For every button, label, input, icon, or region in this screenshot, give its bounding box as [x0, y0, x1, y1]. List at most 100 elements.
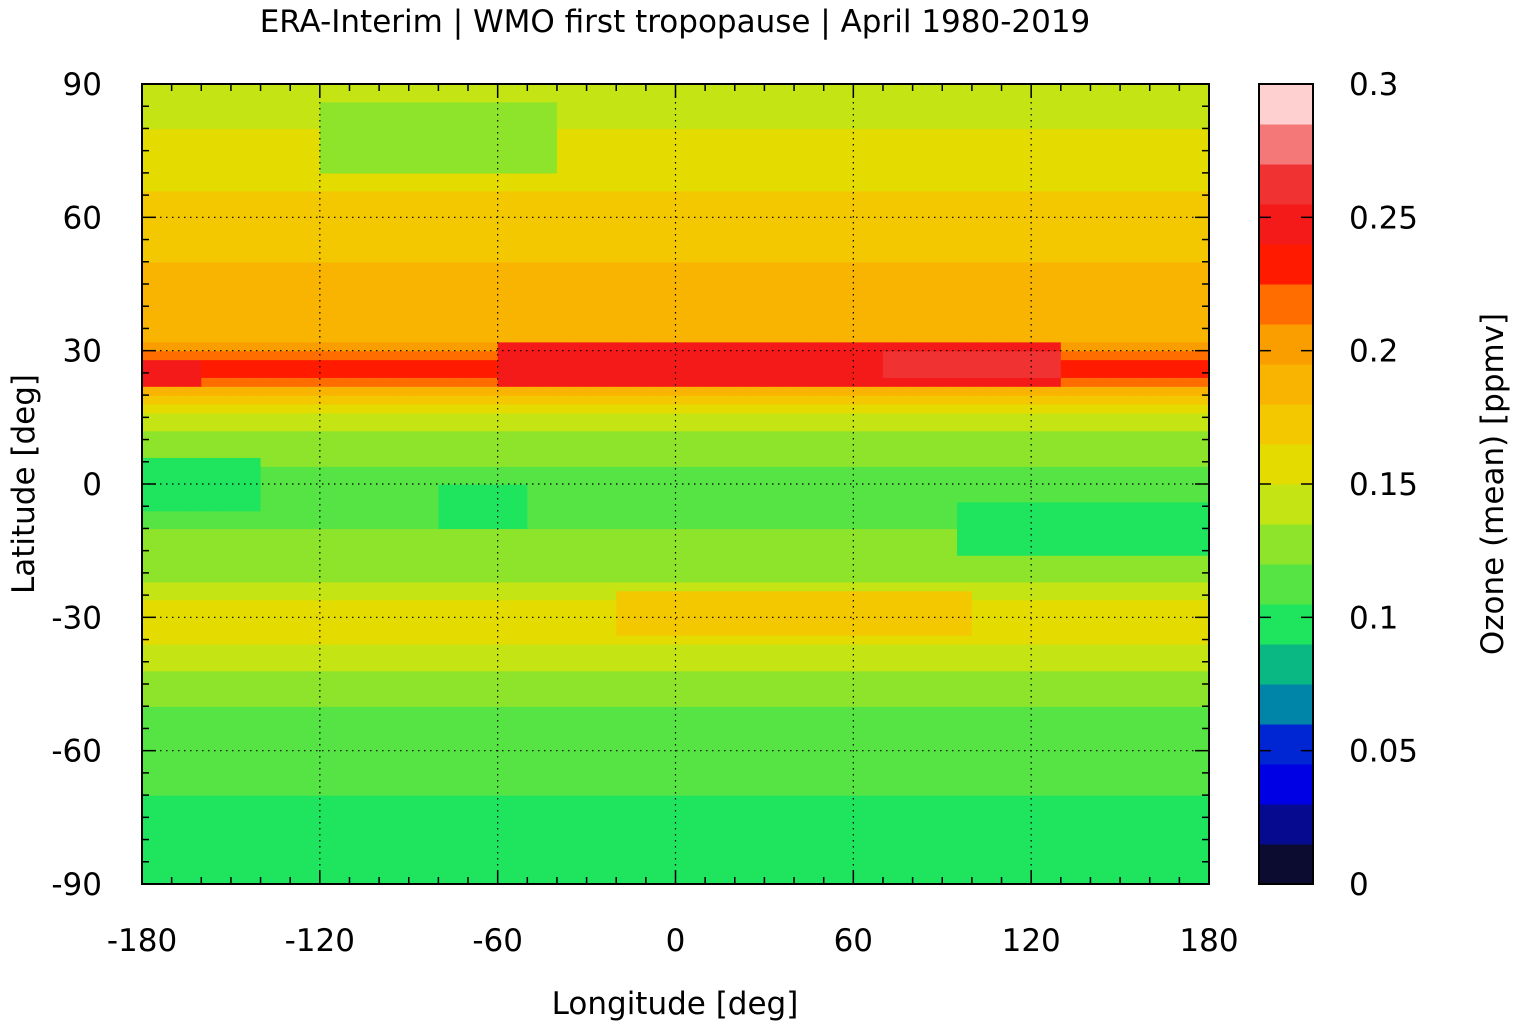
heatmap-cell [305, 821, 321, 832]
heatmap-cell [556, 270, 573, 281]
heatmap-cell [631, 626, 647, 636]
heatmap-cell [986, 804, 1003, 814]
heatmap-cell [453, 324, 469, 334]
heatmap-cell [690, 457, 706, 467]
heatmap-cell [794, 564, 810, 574]
heatmap-cell [868, 706, 884, 716]
heatmap-cell [186, 528, 202, 538]
heatmap-cell [616, 492, 632, 503]
heatmap-cell [408, 661, 425, 672]
heatmap-cell [156, 537, 173, 547]
heatmap-cell [971, 288, 988, 298]
heatmap-cell [971, 750, 988, 761]
heatmap-cell [482, 608, 499, 618]
heatmap-cell [1075, 581, 1092, 592]
heatmap-cell [453, 279, 469, 290]
heatmap-cell [393, 590, 410, 601]
heatmap-cell [616, 510, 632, 521]
heatmap-cell [393, 430, 410, 441]
heatmap-cell [616, 599, 632, 610]
heatmap-cell [379, 555, 395, 565]
heatmap-cell [705, 341, 721, 352]
heatmap-cell [1060, 448, 1077, 458]
heatmap-cell [290, 795, 306, 805]
heatmap-cell [586, 332, 602, 343]
heatmap-cell [468, 315, 484, 325]
heatmap-cell [364, 341, 380, 352]
heatmap-cell [779, 866, 795, 876]
heatmap-cell [1134, 439, 1151, 450]
heatmap-cell [927, 421, 943, 432]
heatmap-cell [305, 635, 321, 645]
heatmap-cell [853, 510, 869, 521]
heatmap-cell [334, 804, 351, 814]
heatmap-cell [690, 688, 706, 698]
heatmap-cell [1075, 875, 1092, 884]
heatmap-cell [942, 555, 958, 565]
heatmap-cell [586, 617, 602, 627]
heatmap-cell [171, 670, 188, 681]
heatmap-cell [942, 848, 958, 858]
heatmap-cell [1045, 377, 1062, 387]
heatmap-cell [1164, 341, 1180, 352]
heatmap-cell [1045, 475, 1062, 485]
heatmap-cell [927, 537, 943, 547]
heatmap-cell [882, 492, 899, 503]
heatmap-cell [631, 590, 647, 601]
heatmap-cell [1194, 297, 1209, 307]
heatmap-cell [245, 421, 262, 432]
heatmap-cell [290, 706, 306, 716]
heatmap-cell [1090, 857, 1106, 867]
heatmap-cell [275, 715, 291, 725]
heatmap-cell [1194, 688, 1209, 698]
heatmap-cell [142, 492, 158, 503]
heatmap-cell [645, 288, 662, 298]
heatmap-cell [1045, 421, 1062, 432]
heatmap-cell [468, 306, 484, 316]
heatmap-cell [245, 741, 262, 752]
heatmap-cell [379, 795, 395, 805]
heatmap-cell [794, 501, 810, 512]
heatmap-cell [512, 475, 528, 485]
heatmap-cell [305, 608, 321, 618]
heatmap-cell [349, 812, 365, 823]
heatmap-cell [1120, 528, 1136, 538]
heatmap-cell [142, 768, 158, 778]
heatmap-cell [897, 644, 914, 654]
heatmap-cell [1060, 608, 1077, 618]
heatmap-cell [1120, 590, 1136, 601]
heatmap-cell [468, 732, 484, 743]
heatmap-cell [1149, 564, 1166, 574]
heatmap-cell [142, 626, 158, 636]
heatmap-cell [1001, 466, 1017, 476]
heatmap-cell [808, 768, 825, 778]
heatmap-cell [1134, 732, 1151, 743]
heatmap-cell [319, 564, 336, 574]
heatmap-cell [305, 466, 321, 476]
heatmap-cell [1149, 626, 1166, 636]
heatmap-cell [616, 617, 632, 627]
heatmap-cell [675, 599, 691, 610]
heatmap-cell [897, 546, 914, 556]
heatmap-cell [1001, 857, 1017, 867]
heatmap-cell [453, 510, 469, 521]
heatmap-cell [438, 457, 454, 467]
heatmap-cell [586, 590, 602, 601]
heatmap-cell [601, 475, 617, 485]
heatmap-cell [1194, 484, 1209, 494]
heatmap-cell [1194, 777, 1209, 787]
heatmap-cell [305, 795, 321, 805]
heatmap-cell [1075, 332, 1092, 343]
heatmap-cell [142, 724, 158, 734]
heatmap-cell [334, 786, 351, 796]
heatmap-cell [438, 377, 454, 387]
heatmap-cell [690, 839, 706, 850]
heatmap-cell [453, 306, 469, 316]
heatmap-cell [660, 706, 677, 716]
heatmap-cell [719, 777, 736, 787]
heatmap-cell [408, 750, 425, 761]
heatmap-cell [1045, 581, 1062, 592]
heatmap-cell [719, 421, 736, 432]
heatmap-cell [423, 546, 439, 556]
heatmap-cell [512, 724, 528, 734]
